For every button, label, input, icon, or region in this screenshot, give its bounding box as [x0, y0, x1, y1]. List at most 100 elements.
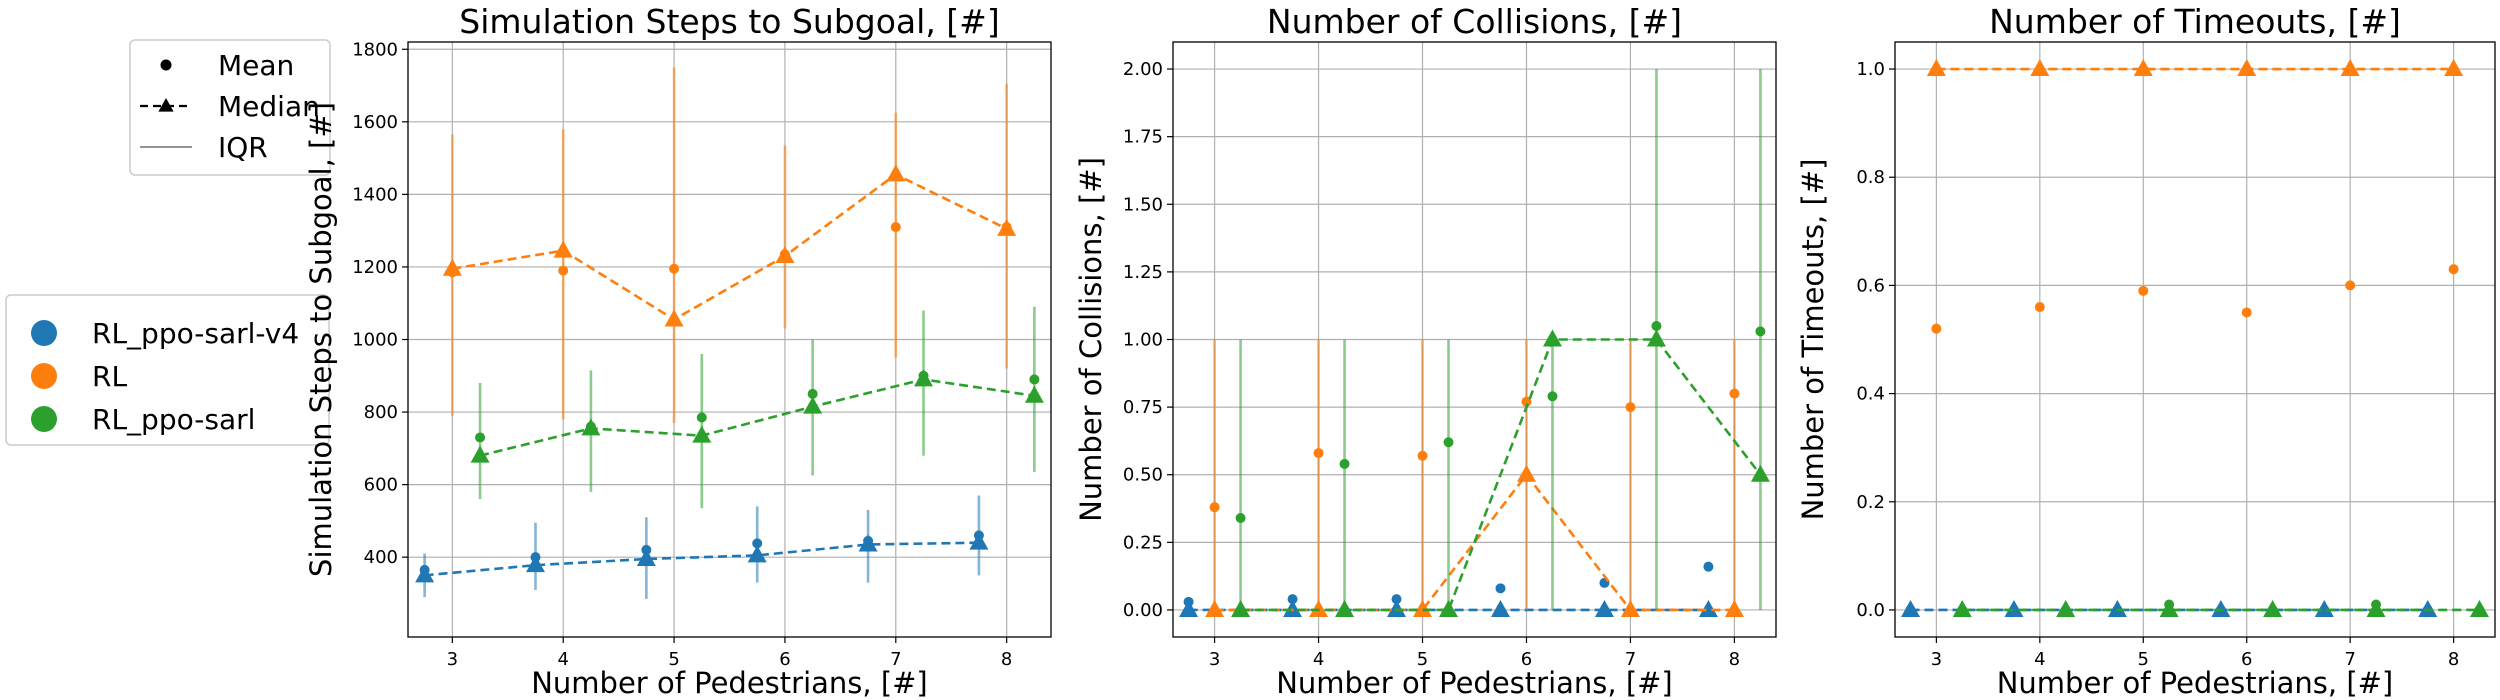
median-point	[803, 396, 823, 414]
series-RL_ppo-sarl	[1952, 599, 2489, 617]
median-point	[1283, 599, 1303, 617]
median-point	[2340, 59, 2360, 77]
median-line	[479, 378, 1035, 457]
y-tick-label: 1400	[352, 184, 398, 205]
mean-point	[2241, 307, 2252, 318]
mean-point	[2267, 604, 2278, 615]
mean-point	[1391, 594, 1402, 605]
mean-point	[1417, 450, 1428, 461]
gridlines	[1173, 42, 1776, 637]
x-tick-label: 4	[1313, 649, 1324, 670]
legend-entry-mean: Mean	[160, 49, 294, 82]
mean-point	[1443, 437, 1454, 448]
gridlines	[1895, 42, 2495, 637]
mean-point	[2474, 604, 2485, 615]
median-point	[2030, 59, 2050, 77]
x-tick-label: 3	[447, 649, 458, 670]
x-tick-label: 5	[1417, 649, 1428, 670]
mean-point	[530, 552, 541, 563]
mean-point	[1287, 594, 1298, 605]
mean-point	[1029, 374, 1040, 385]
median-line	[1240, 338, 1762, 612]
x-axis-label: Number of Pedestrians, [#]	[1276, 666, 1673, 700]
mean-point	[1495, 583, 1506, 594]
series-RL_ppo-sarl	[1231, 69, 1770, 617]
median-point	[1205, 599, 1225, 617]
legend-entry-series: RL_ppo-sarl-v4	[31, 317, 299, 350]
legend-entry-series: RL	[31, 360, 127, 393]
series-swatch-icon	[31, 320, 57, 346]
mean-marker-icon	[160, 59, 172, 71]
median-point	[1335, 599, 1355, 617]
y-tick-label: 0.0	[1856, 600, 1885, 621]
y-tick-label: 0.2	[1856, 492, 1885, 513]
gridlines	[408, 42, 1051, 637]
median-point	[553, 240, 573, 258]
mean-point	[1729, 388, 1740, 399]
mean-point	[863, 535, 874, 546]
y-tick-label: 0.6	[1856, 275, 1885, 296]
mean-point	[447, 267, 458, 278]
mean-point	[1905, 604, 1916, 615]
mean-point	[918, 370, 929, 381]
mean-point	[1931, 323, 1942, 334]
median-point	[1439, 599, 1459, 617]
mean-point	[1313, 448, 1324, 459]
mean-point	[1001, 222, 1012, 233]
mean-point	[890, 222, 901, 233]
series-legend-label: RL	[92, 360, 127, 393]
mean-point	[641, 544, 652, 555]
median-point	[1926, 59, 1946, 77]
x-tick-label: 5	[2138, 649, 2149, 670]
mean-point	[1209, 502, 1220, 513]
subplot-title: Simulation Steps to Subgoal, [#]	[459, 2, 999, 41]
x-tick-label: 5	[668, 649, 679, 670]
x-tick-label: 7	[2344, 649, 2355, 670]
subplot: 3 4 5 6 7 8 400 600 800 1000 1200 1400 1600 1800 Simul…	[304, 2, 1052, 700]
legend-label-median: Median	[218, 90, 320, 123]
median-point	[470, 445, 490, 463]
median-point	[692, 425, 712, 443]
mean-point	[558, 265, 569, 276]
y-tick-label: 1.50	[1123, 194, 1163, 215]
mean-point	[1547, 391, 1558, 402]
mean-point	[2319, 604, 2330, 615]
mean-point	[1339, 458, 1350, 469]
median-point	[1309, 599, 1329, 617]
median-point	[1413, 599, 1433, 617]
median-point	[1594, 599, 1614, 617]
legend-series: RL_ppo-sarl-v4 RL RL_ppo-sarl	[5, 294, 330, 446]
mean-point	[1235, 513, 1246, 523]
median-point	[1750, 464, 1770, 482]
median-point	[1490, 599, 1510, 617]
subplot-title: Number of Collisions, [#]	[1267, 2, 1682, 41]
x-tick-label: 8	[1001, 649, 1012, 670]
mean-point	[2138, 285, 2149, 296]
x-tick-label: 7	[890, 649, 901, 670]
mean-point	[2345, 280, 2356, 291]
mean-point	[2034, 302, 2045, 313]
legend-entry-median: Median	[140, 90, 320, 123]
x-tick-label: 4	[2034, 649, 2045, 670]
mean-point	[2008, 604, 2019, 615]
x-tick-label: 3	[1209, 649, 1220, 670]
y-tick-label: 0.4	[1856, 384, 1885, 405]
median-point	[1542, 329, 1562, 347]
y-tick-label: 1600	[352, 112, 398, 133]
median-point	[1231, 599, 1251, 617]
series-RL_ppo-sarl-v4	[415, 495, 989, 599]
median-point	[2444, 59, 2464, 77]
y-tick-label: 800	[364, 402, 398, 423]
median-point	[1516, 464, 1536, 482]
plots: 3 4 5 6 7 8 400 600 800 1000 1200 1400 1600 1800 Simul…	[304, 2, 2496, 700]
mean-point	[585, 421, 596, 432]
y-axis-label: Simulation Steps to Subgoal, [#]	[304, 102, 338, 577]
median-point	[525, 555, 545, 573]
y-tick-label: 1.75	[1123, 127, 1163, 148]
mean-point	[1651, 320, 1662, 331]
mean-point	[779, 249, 790, 260]
median-point	[1387, 599, 1407, 617]
median-point	[1179, 599, 1199, 617]
y-tick-label: 1.00	[1123, 330, 1163, 351]
median-line	[452, 172, 1008, 322]
